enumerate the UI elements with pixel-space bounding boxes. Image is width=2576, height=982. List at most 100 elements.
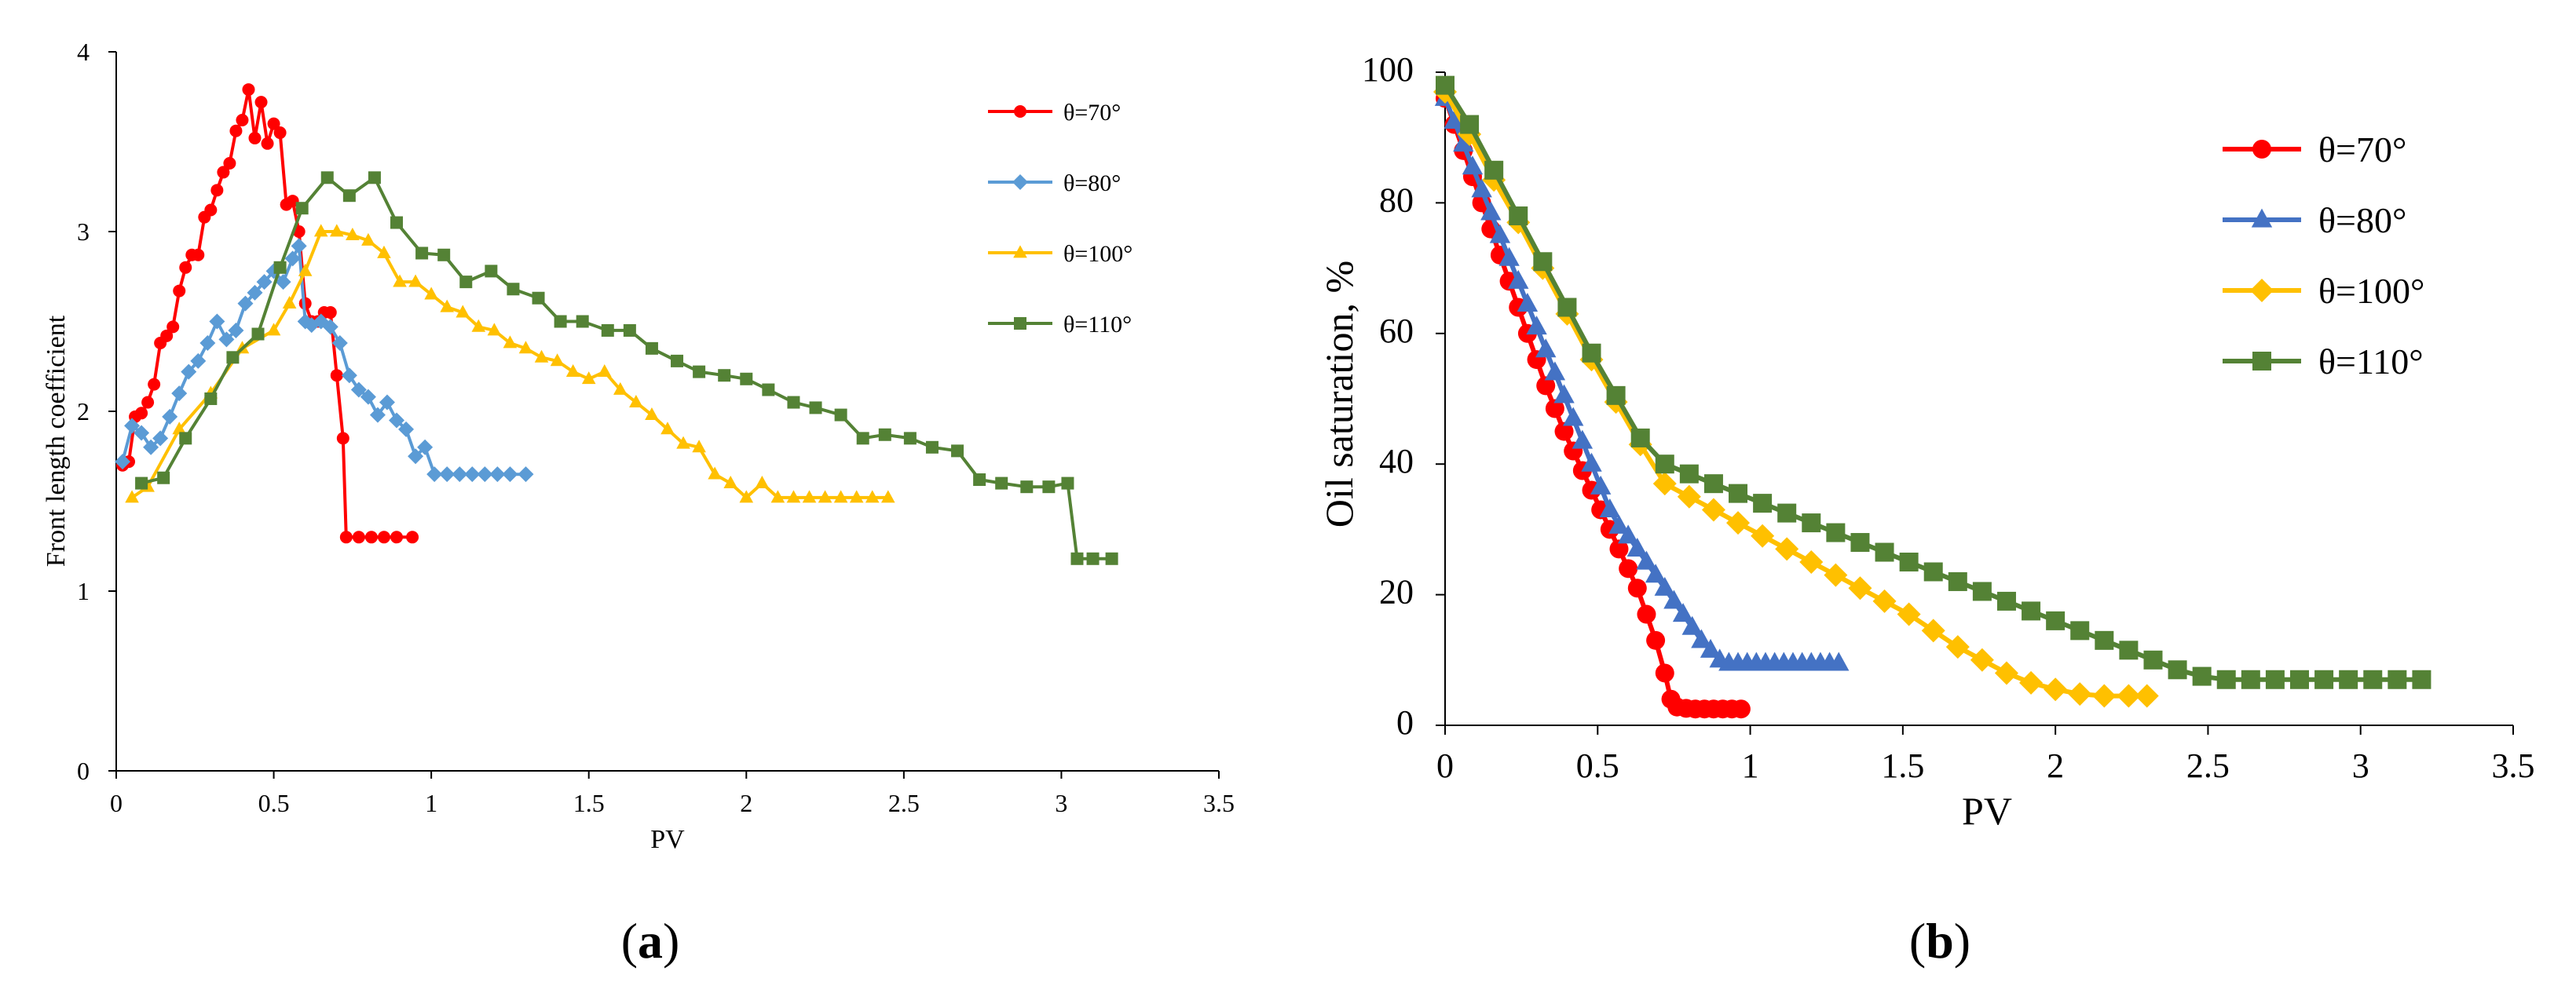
data-point [322,319,338,335]
data-point [581,371,596,385]
data-point [718,369,731,382]
data-point [518,341,533,354]
data-point [2339,670,2358,689]
data-point [925,440,939,454]
data-point [787,396,800,409]
legend-label: θ=70° [2318,130,2406,170]
data-point [554,315,567,328]
data-point [1679,464,1699,484]
data-point [181,363,197,380]
data-point [1020,480,1034,494]
legend-marker [1013,245,1027,258]
data-point [390,216,404,229]
x-tick-label: 1 [425,789,437,817]
data-point [1751,524,1775,548]
data-point [267,117,280,130]
x-tick-label: 0 [1436,747,1454,785]
data-point [350,381,367,398]
y-tick-label: 20 [1379,573,1414,611]
data-point [1484,160,1504,180]
data-point [437,248,451,261]
data-point [223,156,236,170]
data-point [1630,428,1650,447]
data-point [995,476,1008,490]
y-tick-label: 60 [1379,312,1414,350]
data-point [152,430,169,447]
data-point [179,261,192,274]
data-point [1677,484,1701,509]
data-point [2314,670,2334,689]
data-point [330,224,344,237]
data-point [1444,110,1465,129]
data-point [143,439,159,455]
legend-item: θ=110° [2223,341,2424,381]
y-axis-label-a: Front length coefficient [42,315,71,567]
data-point [1899,553,1919,571]
data-point [1617,524,1639,544]
data-point [298,263,313,276]
x-tick-label: 3.5 [2492,747,2535,785]
legend-item: θ=70° [988,100,1121,126]
x-axis-label-b: PV [1962,789,2012,833]
series-b-1 [1434,86,1850,671]
data-point [342,189,356,203]
data-point [1848,576,1872,601]
legend-label: θ=100° [2318,271,2424,311]
x-tick-label: 3 [1055,789,1067,817]
data-point [190,352,207,369]
data-point [1453,133,1474,152]
data-point [1606,385,1626,405]
data-point [2363,670,2383,689]
data-point [1923,562,1943,582]
data-point [576,315,589,328]
data-point [352,531,365,544]
data-point [1703,474,1723,494]
x-tick-label: 1 [1742,747,1759,785]
data-point [692,440,706,453]
data-point [1627,579,1647,598]
data-point [1700,638,1722,658]
data-point [1826,523,1846,542]
data-point [1672,603,1694,622]
data-point [1086,552,1100,565]
data-point [1637,604,1656,624]
data-point [192,248,205,261]
data-point [1581,452,1602,472]
data-point [125,490,139,503]
series-line [1443,84,2422,682]
data-point [1775,537,1799,561]
data-point [1042,480,1056,494]
data-point [1799,550,1824,574]
data-point [2092,684,2117,708]
data-point [124,418,141,434]
data-point [226,351,240,364]
data-point [415,246,429,260]
data-point [740,372,753,385]
series-a-3 [135,171,1118,565]
data-point [236,114,249,127]
x-tick-label: 2 [2047,747,2064,785]
y-tick-label: 40 [1379,442,1414,480]
data-point [247,284,263,301]
panel-label-a: (a) [621,913,680,969]
data-point [1655,663,1674,683]
data-point [809,401,822,414]
data-point [459,276,473,289]
data-point [834,408,847,422]
data-point [1970,648,1994,672]
data-point [1590,475,1612,495]
data-point [2019,670,2044,695]
data-point [645,407,659,420]
data-point [1517,292,1539,312]
data-point [360,389,376,405]
data-point [1731,699,1751,719]
data-point [485,265,498,278]
data-point [1554,422,1574,441]
data-point [507,283,520,296]
data-point [1897,602,1921,626]
data-point [456,305,470,318]
data-point [1553,384,1575,403]
data-point [951,444,964,458]
data-point [856,432,869,445]
data-point [762,383,775,396]
